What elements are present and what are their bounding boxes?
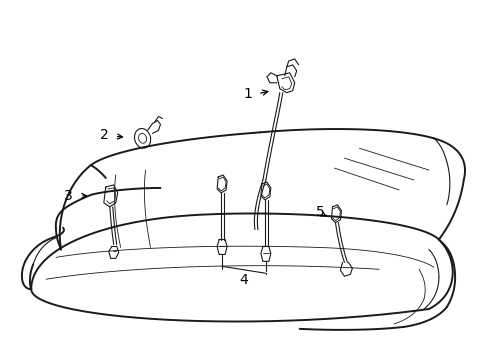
Text: 3: 3 [64,189,73,203]
Text: 2: 2 [100,129,108,142]
Text: 5: 5 [315,205,324,219]
Text: 4: 4 [239,273,248,287]
Text: 1: 1 [243,87,251,101]
